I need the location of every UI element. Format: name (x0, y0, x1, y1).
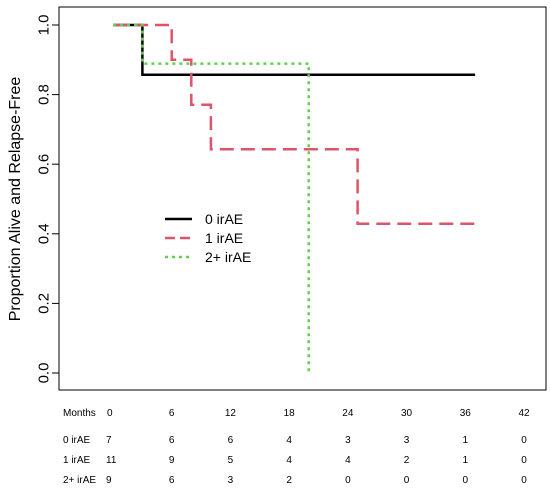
risk-table-count: 5 (228, 455, 234, 466)
plot-area: 0.0 0.2 0.4 0.6 0.8 1.0 Proportion Alive and … (7, 6, 547, 391)
y-tick-label: 0.8 (35, 84, 52, 105)
risk-table-count: 3 (228, 475, 234, 486)
plot-frame (58, 6, 547, 391)
risk-table-count: 0 (521, 455, 527, 466)
risk-table-time: 0 (107, 408, 113, 419)
risk-table-time: 6 (169, 408, 175, 419)
legend: 0 irAE 1 irAE 2+ irAE (165, 211, 251, 265)
risk-table-row-label: 0 irAE (63, 435, 91, 446)
risk-table-count: 0 (463, 475, 469, 486)
risk-table-time: 36 (460, 408, 472, 419)
risk-table-count: 0 (521, 435, 527, 446)
series-line-3 (113, 23, 310, 373)
legend-label: 1 irAE (205, 230, 243, 246)
risk-table-count: 3 (345, 435, 351, 446)
y-axis-label: Proportion Alive and Relapse-Free (7, 77, 24, 322)
risk-table-count: 0 (404, 475, 410, 486)
series-layer (113, 23, 476, 373)
risk-table-count: 0 (345, 475, 351, 486)
risk-table-count: 1 (463, 435, 469, 446)
risk-table-count: 11 (106, 455, 117, 466)
series-line-1 (113, 23, 476, 77)
y-tick-label: 0.6 (35, 154, 52, 175)
risk-table-count: 4 (345, 455, 351, 466)
risk-table-count: 4 (286, 455, 292, 466)
risk-table-time: 42 (518, 408, 530, 419)
legend-label: 0 irAE (205, 211, 243, 227)
risk-table-time: 30 (401, 408, 413, 419)
risk-table-row-label: 2+ irAE (63, 475, 96, 486)
series-line-2 (113, 23, 476, 225)
y-tick-label: 0.4 (35, 223, 52, 244)
risk-table-time: 18 (284, 408, 296, 419)
risk-table-row-label: 1 irAE (63, 455, 91, 466)
risk-table-count: 2 (404, 455, 410, 466)
risk-table-count: 6 (169, 475, 175, 486)
risk-table-header-label: Months (63, 408, 96, 419)
risk-table-count: 9 (106, 475, 112, 486)
y-tick-label: 1.0 (35, 15, 52, 36)
risk-table: Months 0 6 12 18 24 30 36 420 irAE 7 6 6 4 3 3 1 01 irAE… (63, 408, 530, 486)
y-tick-label: 0.2 (35, 293, 52, 314)
y-axis: 0.0 0.2 0.4 0.6 0.8 1.0 (35, 15, 59, 384)
risk-table-count: 1 (463, 455, 469, 466)
risk-table-count: 2 (286, 475, 292, 486)
risk-table-count: 6 (228, 435, 234, 446)
risk-table-count: 9 (169, 455, 175, 466)
risk-table-count: 6 (169, 435, 175, 446)
risk-table-time: 12 (225, 408, 237, 419)
risk-table-time: 24 (342, 408, 354, 419)
risk-table-count: 7 (106, 435, 112, 446)
y-tick-label: 0.0 (35, 363, 52, 384)
risk-table-count: 0 (521, 475, 527, 486)
risk-table-count: 4 (286, 435, 292, 446)
risk-table-count: 3 (404, 435, 410, 446)
legend-label: 2+ irAE (205, 249, 251, 265)
